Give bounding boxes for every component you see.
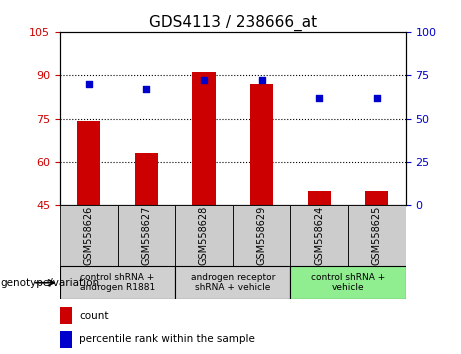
Bar	[60, 307, 72, 324]
Bar	[60, 205, 118, 266]
Bar	[290, 205, 348, 266]
Text: androgen receptor
shRNA + vehicle: androgen receptor shRNA + vehicle	[190, 273, 275, 292]
Bar	[348, 205, 406, 266]
Bar	[60, 266, 175, 299]
Text: control shRNA +
androgen R1881: control shRNA + androgen R1881	[80, 273, 155, 292]
Bar	[135, 153, 158, 205]
Bar	[365, 191, 388, 205]
Text: GSM558624: GSM558624	[314, 206, 324, 266]
Text: GSM558625: GSM558625	[372, 206, 382, 266]
Point	[142, 86, 150, 92]
Text: GSM558629: GSM558629	[257, 206, 266, 266]
Bar	[77, 121, 100, 205]
Point	[200, 78, 207, 83]
Bar	[250, 84, 273, 205]
Point	[85, 81, 92, 87]
Text: percentile rank within the sample: percentile rank within the sample	[79, 335, 255, 344]
Text: GSM558628: GSM558628	[199, 206, 209, 266]
Text: control shRNA +
vehicle: control shRNA + vehicle	[311, 273, 385, 292]
Bar	[60, 331, 72, 348]
Bar	[175, 205, 233, 266]
Title: GDS4113 / 238666_at: GDS4113 / 238666_at	[149, 14, 317, 30]
Point	[315, 95, 323, 101]
Bar	[290, 266, 406, 299]
Point	[373, 95, 381, 101]
Bar	[308, 191, 331, 205]
Bar	[233, 205, 290, 266]
Text: GSM558626: GSM558626	[84, 206, 94, 266]
Bar	[118, 205, 175, 266]
Text: genotype/variation: genotype/variation	[0, 278, 99, 288]
Bar	[193, 72, 216, 205]
Text: GSM558627: GSM558627	[142, 206, 151, 266]
Bar	[175, 266, 290, 299]
Point	[258, 78, 266, 83]
Text: count: count	[79, 310, 108, 321]
